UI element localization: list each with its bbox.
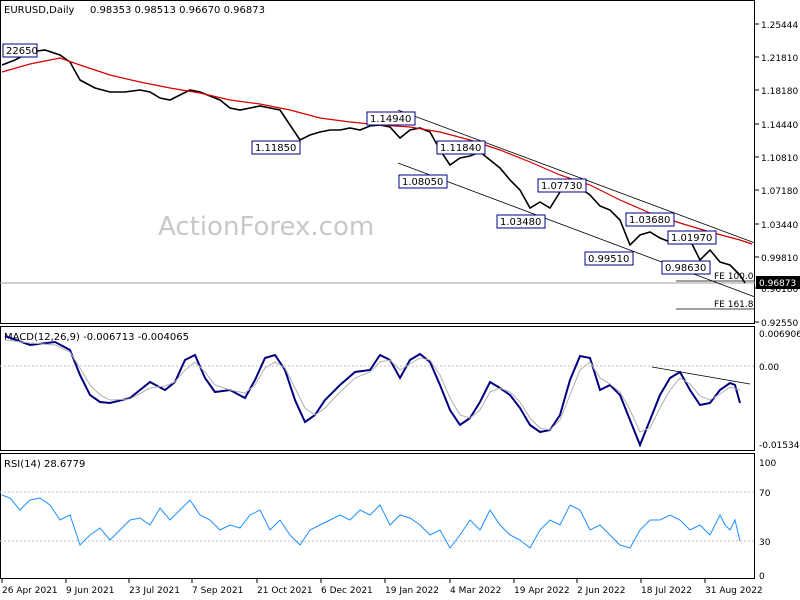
price-label-box (584, 251, 634, 266)
macd-line (4, 335, 741, 448)
channel-upper-line (397, 109, 756, 244)
price-label: 1.11840 (440, 143, 481, 154)
fe-161-label: FE 161.8 (714, 300, 754, 310)
price-tick: 0.92550 (761, 319, 798, 329)
price-label-box (661, 260, 711, 275)
price-label-box (625, 212, 675, 227)
price-label-box (366, 111, 416, 126)
price-label: 0.98630 (665, 263, 706, 274)
date-tick: 26 Apr 2021 (2, 586, 58, 596)
date-tick: 7 Sep 2021 (192, 586, 243, 596)
current-price-box (756, 276, 800, 289)
price-label: 1.03480 (500, 217, 541, 228)
price-tick: 1.14440 (761, 121, 798, 131)
price-label: 1.01970 (671, 233, 712, 244)
price-tick: 1.21810 (761, 54, 798, 64)
chart-symbol: EURUSD,Daily (4, 5, 75, 16)
date-tick: 4 Mar 2022 (450, 586, 501, 596)
rsi-line (1, 494, 741, 549)
price-label: 22650 (6, 46, 38, 57)
rsi-axis: 100 70 30 0 (759, 459, 776, 582)
date-tick: 31 Aug 2022 (705, 586, 763, 596)
date-tick: 2 Jun 2022 (577, 586, 625, 596)
price-tick: 1.03440 (761, 221, 798, 231)
macd-tick: 0.00 (759, 363, 779, 373)
fe-100-label: FE 100.0 (714, 272, 754, 282)
date-tick: 6 Dec 2021 (321, 586, 373, 596)
price-label: 1.07730 (541, 181, 582, 192)
macd-tick: -0.015348 (759, 441, 800, 451)
price-labels: 22650 1.11850 1.14940 1.08050 1.11840 1.… (2, 43, 717, 275)
watermark: ActionForex.com (158, 212, 374, 242)
macd-axis: 0.006906 0.00 -0.015348 (759, 330, 800, 451)
current-price-label: 0.96873 (759, 279, 796, 289)
macd-trendline (651, 366, 751, 385)
rsi-tick: 100 (759, 459, 776, 469)
price-label: 1.08050 (402, 177, 443, 188)
channel-lower-line (397, 162, 756, 298)
price-tick: 0.96180 (761, 285, 798, 295)
price-label: 0.99510 (588, 254, 629, 265)
price-axis: 1.25444 1.21810 1.18180 1.14440 1.10810 … (755, 21, 800, 329)
price-tick: 1.18180 (761, 87, 798, 97)
date-tick: 19 Jan 2022 (385, 586, 439, 596)
price-tick: 1.10810 (761, 154, 798, 164)
rsi-tick: 30 (759, 538, 771, 548)
macd-panel (0, 326, 755, 451)
price-label: 1.03680 (629, 215, 670, 226)
price-tick: 0.99810 (761, 254, 798, 264)
date-tick: 18 Jul 2022 (641, 586, 692, 596)
price-label-box (667, 230, 717, 245)
price-label-box (537, 178, 587, 193)
price-label-box (496, 214, 546, 229)
rsi-label: RSI(14) 28.6779 (4, 459, 85, 470)
macd-signal-line (4, 339, 741, 433)
date-axis: 26 Apr 2021 9 Jun 2021 23 Jul 2021 7 Sep… (1, 579, 763, 596)
price-series (1, 49, 746, 284)
rsi-tick: 70 (759, 489, 771, 499)
price-panel (0, 0, 755, 324)
date-tick: 19 Apr 2022 (514, 586, 570, 596)
price-tick: 1.07180 (761, 187, 798, 197)
macd-label: MACD(12,26,9) -0.006713 -0.004065 (4, 332, 189, 343)
price-label-box (251, 140, 301, 155)
price-tick: 1.25444 (761, 21, 798, 31)
price-label: 1.11850 (255, 143, 296, 154)
rsi-tick: 0 (759, 572, 765, 582)
price-label-box (2, 43, 38, 58)
chart-ohlc: 0.98353 0.98513 0.96670 0.96873 (90, 5, 265, 16)
price-label-box (398, 174, 448, 189)
date-tick: 21 Oct 2021 (257, 586, 313, 596)
date-tick: 23 Jul 2021 (129, 586, 180, 596)
date-tick: 9 Jun 2021 (66, 586, 114, 596)
price-label: 1.14940 (370, 114, 411, 125)
macd-tick: 0.006906 (759, 330, 800, 340)
price-label-box (436, 140, 486, 155)
rsi-panel (0, 453, 755, 579)
